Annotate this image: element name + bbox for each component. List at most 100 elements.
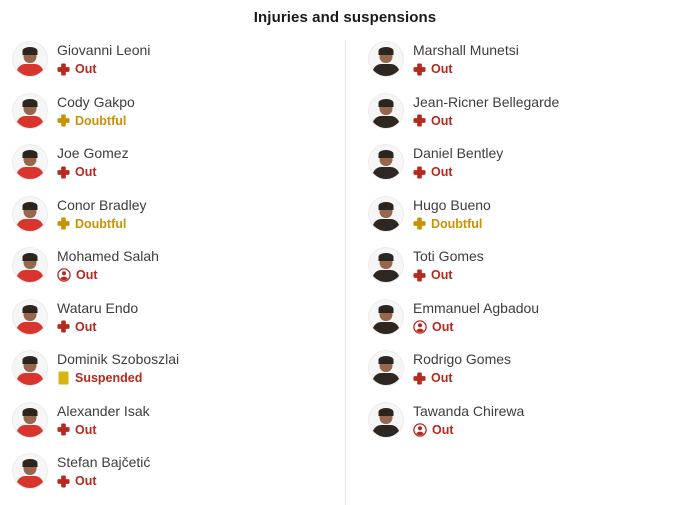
player-info: Wataru Endo Out — [57, 299, 138, 334]
status-icon-slot — [413, 371, 426, 385]
player-avatar — [12, 401, 48, 438]
column-away-team: Marshall Munetsi Out Jean-Ricner Bellega… — [345, 41, 690, 505]
player-info: Daniel Bentley Out — [413, 144, 503, 179]
avatar-hair — [378, 407, 394, 416]
player-status: Out — [57, 165, 129, 179]
player-status: Out — [413, 371, 511, 385]
avatar-shirt — [16, 270, 44, 282]
avatar-shirt — [372, 218, 400, 231]
player-row: Emmanuel Agbadou Out — [368, 298, 690, 335]
avatar-hair — [22, 201, 38, 210]
player-name: Rodrigo Gomes — [413, 351, 512, 367]
status-label: Out — [432, 422, 454, 437]
player-name: Stefan Bajčetić — [57, 454, 151, 470]
status-icon-slot — [57, 320, 70, 333]
avatar-hair — [378, 304, 394, 313]
player-info: Dominik Szoboszlai Suspended — [57, 350, 179, 385]
status-label: Out — [75, 422, 97, 437]
player-avatar — [12, 144, 48, 180]
player-status: Out — [413, 165, 503, 179]
status-icon-slot — [57, 371, 70, 385]
player-name: Mohamed Salah — [57, 248, 159, 264]
medical-cross-icon — [57, 62, 70, 76]
player-status: Out — [413, 268, 484, 282]
column-home-team: Giovanni Leoni Out Cody Gakpo Doubtful — [0, 41, 345, 505]
avatar-hair — [378, 356, 394, 364]
player-status: Out — [57, 474, 150, 488]
player-avatar — [12, 298, 48, 335]
player-name: Jean-Ricner Bellegarde — [413, 93, 560, 110]
columns: Giovanni Leoni Out Cody Gakpo Doubtful — [0, 41, 690, 505]
avatar-shirt — [372, 321, 400, 334]
avatar-shirt — [372, 270, 400, 282]
status-icon-slot — [57, 423, 70, 436]
yellow-card-icon — [58, 371, 69, 385]
player-row: Alexander Isak Out — [12, 401, 345, 438]
player-info: Mohamed Salah Out — [57, 247, 159, 282]
medical-cross-icon — [413, 114, 426, 127]
player-name: Daniel Bentley — [413, 145, 504, 161]
player-name: Giovanni Leoni — [57, 42, 151, 58]
person-circle-icon — [57, 268, 71, 282]
player-row: Daniel Bentley Out — [368, 144, 690, 180]
player-name: Alexander Isak — [57, 402, 150, 419]
player-avatar — [12, 41, 48, 77]
player-avatar — [368, 195, 404, 232]
player-row: Mohamed Salah Out — [12, 247, 345, 283]
player-row: Tawanda Chirewa Out — [368, 401, 690, 438]
player-avatar — [12, 195, 48, 232]
avatar-hair — [22, 150, 38, 158]
status-label: Out — [76, 268, 98, 282]
status-label: Out — [431, 113, 453, 128]
player-avatar — [368, 92, 404, 129]
avatar-shirt — [372, 115, 400, 128]
avatar-shirt — [16, 476, 44, 488]
medical-cross-icon — [413, 62, 426, 76]
player-info: Stefan Bajčetić Out — [57, 453, 150, 488]
person-circle-icon — [413, 319, 427, 334]
medical-cross-icon — [413, 371, 426, 385]
player-info: Rodrigo Gomes Out — [413, 350, 511, 385]
player-info: Marshall Munetsi Out — [413, 41, 519, 76]
player-info: Toti Gomes Out — [413, 247, 484, 282]
player-info: Jean-Ricner Bellegarde Out — [413, 93, 559, 128]
player-info: Giovanni Leoni Out — [57, 41, 150, 76]
status-icon-slot — [413, 217, 426, 230]
player-row: Cody Gakpo Doubtful — [12, 92, 345, 129]
avatar-hair — [378, 150, 394, 158]
avatar-hair — [378, 201, 394, 210]
player-name: Dominik Szoboszlai — [57, 351, 180, 367]
medical-cross-icon — [57, 165, 70, 179]
status-label: Out — [431, 268, 453, 282]
status-label: Out — [75, 165, 97, 179]
status-icon-slot — [57, 165, 70, 179]
player-status: Suspended — [57, 371, 179, 385]
player-row: Jean-Ricner Bellegarde Out — [368, 92, 690, 129]
status-icon-slot — [57, 114, 70, 127]
player-status: Out — [57, 62, 150, 76]
player-info: Emmanuel Agbadou Out — [413, 299, 539, 334]
avatar-hair — [378, 98, 394, 107]
avatar-hair — [378, 47, 394, 55]
player-avatar — [12, 453, 48, 489]
player-status: Out — [413, 423, 524, 437]
status-icon-slot — [413, 422, 427, 437]
avatar-hair — [22, 98, 38, 107]
avatar-hair — [378, 253, 394, 261]
status-icon-slot — [413, 114, 426, 127]
player-row: Rodrigo Gomes Out — [368, 350, 690, 386]
medical-cross-icon — [57, 423, 70, 436]
medical-cross-icon — [57, 320, 70, 333]
status-label: Out — [75, 319, 97, 334]
player-info: Joe Gomez Out — [57, 144, 129, 179]
status-icon-slot — [413, 268, 426, 282]
player-status: Out — [413, 320, 539, 334]
player-name: Hugo Bueno — [413, 196, 491, 213]
avatar-shirt — [16, 115, 44, 128]
status-label: Doubtful — [75, 216, 127, 231]
avatar-shirt — [372, 424, 400, 437]
player-status: Doubtful — [57, 217, 147, 231]
avatar-shirt — [372, 64, 400, 76]
player-name: Tawanda Chirewa — [413, 402, 525, 419]
